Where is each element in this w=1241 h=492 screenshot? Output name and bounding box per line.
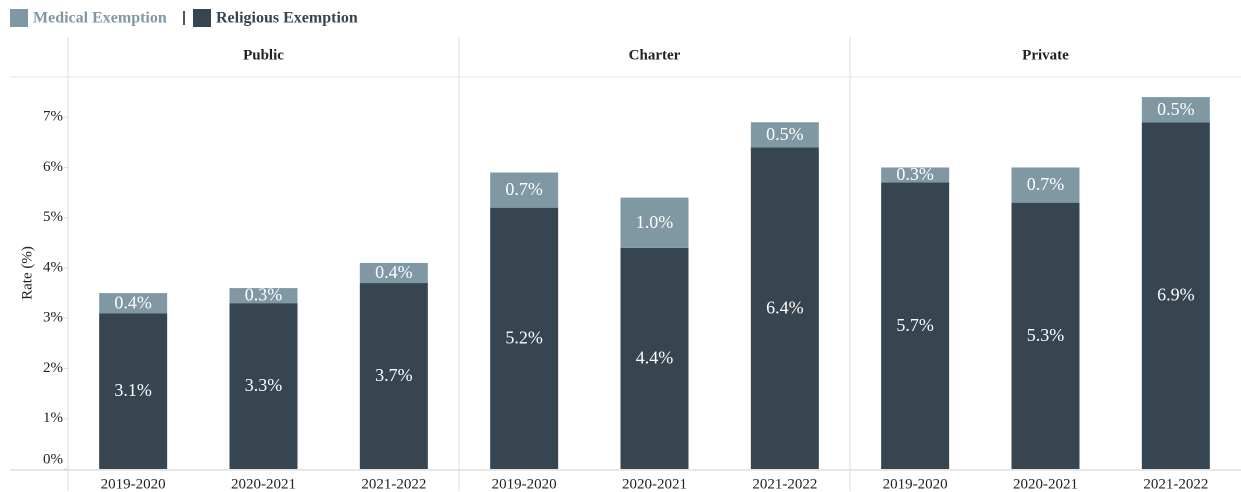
bar-segment — [1141, 122, 1210, 469]
y-tick-label: 4% — [43, 259, 63, 275]
x-tick-label: 2021-2022 — [1143, 476, 1208, 492]
value-label: 0.5% — [766, 124, 804, 144]
bar-segment — [750, 122, 819, 148]
value-label: 5.3% — [1027, 325, 1065, 345]
y-tick-label: 3% — [43, 310, 63, 326]
bar-segment — [750, 147, 819, 469]
bar-segment — [620, 197, 689, 248]
y-axis-label: Rate (%) — [19, 246, 35, 300]
bar-segment — [359, 262, 428, 284]
y-tick-label: 2% — [43, 360, 63, 376]
bar-segment — [99, 293, 168, 314]
value-label: 6.4% — [766, 297, 804, 317]
value-label: 5.2% — [505, 327, 543, 347]
bar-segment — [359, 283, 428, 469]
value-label: 0.7% — [505, 179, 543, 199]
y-tick-label: 0% — [43, 451, 63, 467]
x-tick-label: 2020-2021 — [1013, 476, 1078, 492]
bar-segment — [99, 313, 168, 469]
legend-label: Medical Exemption — [33, 10, 167, 27]
bar-segment — [490, 172, 559, 208]
x-tick-label: 2019-2020 — [492, 476, 557, 492]
value-label: 3.3% — [245, 375, 283, 395]
value-label: 1.0% — [636, 212, 674, 232]
bar-segment — [1011, 202, 1080, 469]
value-label: 4.4% — [636, 348, 674, 368]
value-label: 0.4% — [114, 292, 152, 312]
x-tick-label: 2019-2020 — [101, 476, 166, 492]
value-label: 6.9% — [1157, 285, 1195, 305]
value-label: 0.3% — [896, 164, 934, 184]
bar-segment — [881, 167, 950, 183]
x-tick-label: 2021-2022 — [361, 476, 426, 492]
legend-swatch — [10, 9, 28, 27]
facet-title: Public — [243, 47, 284, 63]
bar-segment — [490, 207, 559, 469]
bar-segment — [620, 247, 689, 469]
y-tick-label: 6% — [43, 159, 63, 175]
x-tick-label: 2020-2021 — [231, 476, 296, 492]
value-label: 0.3% — [245, 285, 283, 305]
bar-segment — [229, 303, 298, 469]
bar-segment — [1141, 97, 1210, 123]
x-tick-label: 2020-2021 — [622, 476, 687, 492]
facet-title: Private — [1022, 47, 1069, 63]
value-label: 0.4% — [375, 262, 413, 282]
value-label: 0.5% — [1157, 99, 1195, 119]
legend-separator — [183, 11, 185, 25]
bar-segment — [881, 182, 950, 470]
x-tick-label: 2021-2022 — [752, 476, 817, 492]
y-tick-label: 7% — [43, 109, 63, 125]
y-tick-label: 1% — [43, 410, 63, 426]
bar-segment — [1011, 167, 1080, 203]
bar-segment — [229, 288, 298, 304]
value-label: 5.7% — [896, 315, 934, 335]
value-label: 3.7% — [375, 365, 413, 385]
legend-swatch — [193, 9, 211, 27]
facet-title: Charter — [629, 47, 681, 63]
value-label: 0.7% — [1027, 174, 1065, 194]
y-tick-label: 5% — [43, 209, 63, 225]
value-label: 3.1% — [114, 380, 152, 400]
legend-label: Religious Exemption — [216, 10, 358, 27]
x-tick-label: 2019-2020 — [883, 476, 948, 492]
